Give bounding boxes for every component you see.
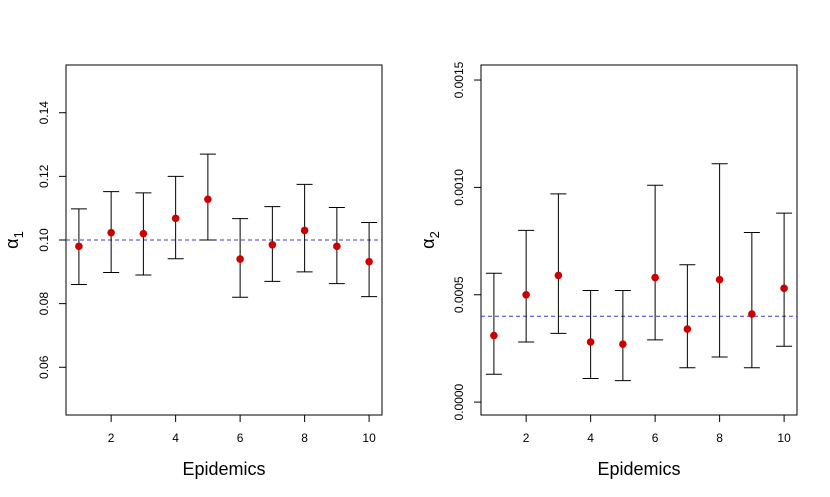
data-point: [300, 226, 309, 235]
data-point: [522, 290, 530, 299]
y-tick-label: 0.12: [37, 164, 51, 188]
y-axis-label: α1: [2, 231, 26, 249]
y-axis-label: α2: [418, 231, 442, 249]
data-point: [780, 284, 788, 293]
y-axis-label-subscript: 1: [11, 231, 26, 238]
y-tick-label: 0.0000: [452, 383, 466, 420]
x-tick-label: 4: [587, 431, 594, 445]
data-point: [268, 240, 277, 249]
x-tick-label: 2: [108, 431, 115, 445]
y-tick-label: 0.08: [37, 292, 51, 316]
data-point: [619, 340, 627, 348]
plot-frame: [480, 64, 798, 416]
x-tick-label: 10: [362, 431, 376, 445]
data-point: [490, 331, 498, 340]
data-point: [365, 257, 373, 266]
data-point: [715, 275, 724, 284]
data-point: [204, 195, 212, 204]
data-point: [139, 229, 148, 238]
x-tick-label: 6: [652, 431, 659, 445]
data-point: [554, 271, 563, 280]
data-point: [236, 255, 244, 263]
alpha1-panel: 2 4 6 8 10 0.06 0.08 0.10 0.12 0.14 Epidemics α1: [2, 64, 383, 479]
data-point: [75, 242, 83, 251]
y-tick-label: 0.0015: [452, 61, 466, 98]
data-point: [333, 242, 341, 251]
y-axis-label-symbol: α: [418, 238, 438, 248]
data-point: [748, 310, 756, 318]
y-axis-label-subscript: 2: [427, 231, 442, 238]
y-tick-label: 0.14: [37, 101, 51, 125]
y-tick-label: 0.0010: [452, 169, 466, 206]
x-tick-label: 10: [777, 431, 791, 445]
data-point: [107, 228, 115, 237]
x-axis-label: Epidemics: [182, 459, 265, 479]
data-point: [683, 325, 692, 333]
y-tick-label: 0.0005: [452, 276, 466, 313]
alpha2-panel: 2 4 6 8 10 0.0000 0.0005 0.0010 0.0015 Epidemics α…: [418, 61, 798, 479]
y-axis-label-symbol: α: [2, 238, 22, 248]
x-tick-label: 4: [172, 431, 179, 445]
y-tick-label: 0.10: [37, 228, 51, 252]
x-axis-label: Epidemics: [597, 459, 680, 479]
data-point: [586, 338, 595, 346]
data-point: [651, 273, 659, 282]
x-tick-label: 2: [523, 431, 530, 445]
x-tick-label: 6: [237, 431, 244, 445]
y-tick-label: 0.06: [37, 355, 51, 379]
x-tick-label: 8: [301, 431, 308, 445]
x-tick-label: 8: [716, 431, 723, 445]
data-point: [171, 214, 180, 223]
